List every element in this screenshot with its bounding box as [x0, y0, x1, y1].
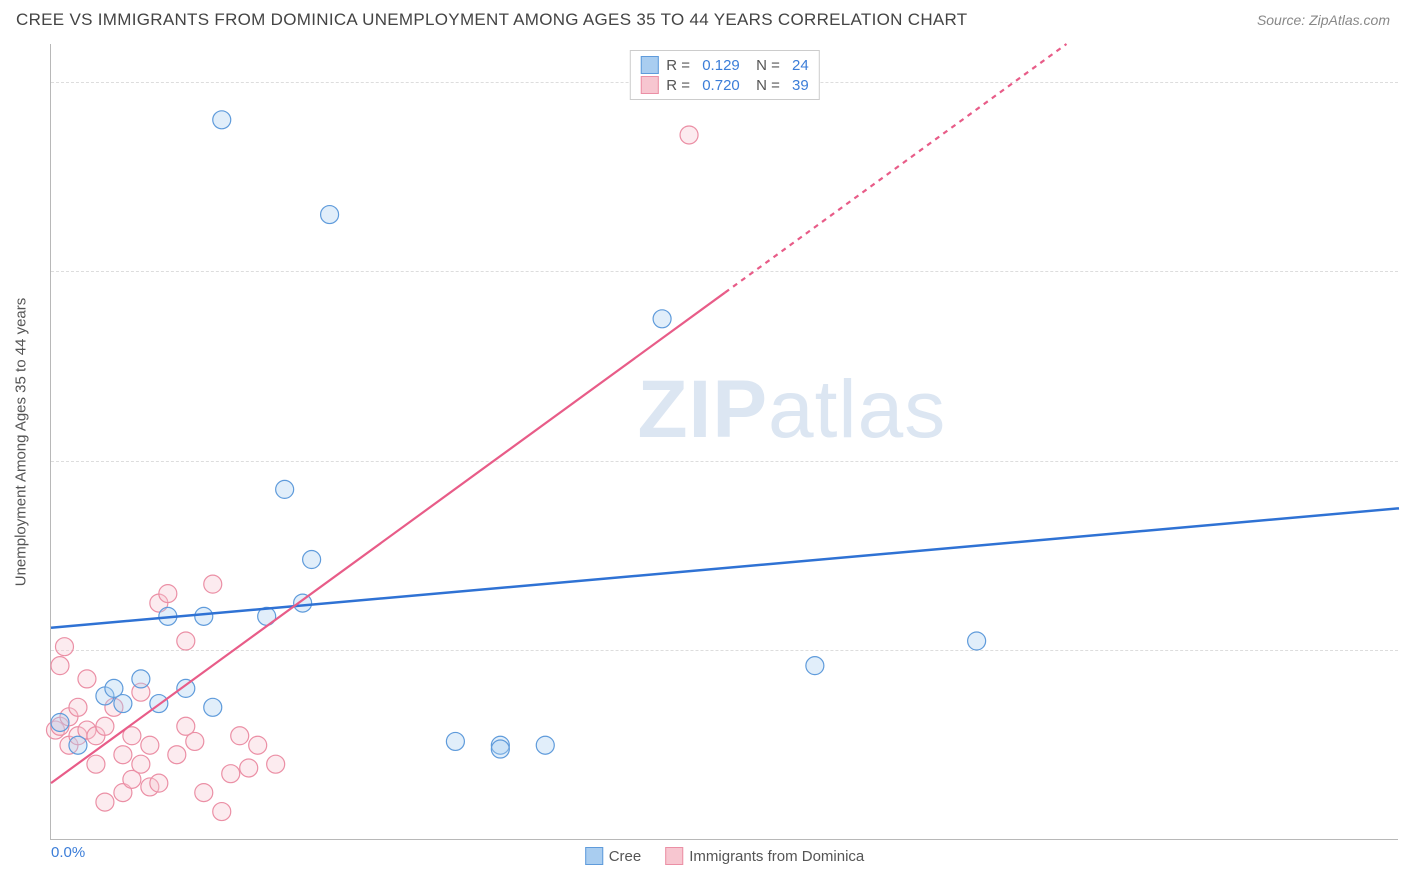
- dominica-point: [204, 575, 222, 593]
- dominica-point: [55, 638, 73, 656]
- cree-point: [69, 736, 87, 754]
- n-value-cree: 24: [792, 57, 809, 74]
- cree-point: [204, 698, 222, 716]
- dominica-point: [78, 670, 96, 688]
- legend-label-cree: Cree: [609, 848, 642, 865]
- dominica-point: [186, 732, 204, 750]
- cree-point: [195, 607, 213, 625]
- dominica-point: [159, 585, 177, 603]
- dominica-point: [87, 755, 105, 773]
- dominica-point: [96, 793, 114, 811]
- series-legend: Cree Immigrants from Dominica: [585, 847, 865, 865]
- legend-swatch-cree: [640, 56, 658, 74]
- cree-trendline: [51, 508, 1399, 627]
- legend-row-dominica: R = 0.720 N = 39: [640, 75, 808, 95]
- cree-point: [536, 736, 554, 754]
- cree-point: [132, 670, 150, 688]
- cree-point: [653, 310, 671, 328]
- dominica-point: [150, 774, 168, 792]
- cree-point: [491, 740, 509, 758]
- legend-row-cree: R = 0.129 N = 24: [640, 55, 808, 75]
- legend-swatch-cree-bottom: [585, 847, 603, 865]
- legend-item-cree: Cree: [585, 847, 642, 865]
- cree-point: [276, 480, 294, 498]
- x-tick-label: 0.0%: [51, 844, 85, 861]
- legend-label-dominica: Immigrants from Dominica: [689, 848, 864, 865]
- correlation-legend: R = 0.129 N = 24 R = 0.720 N = 39: [629, 50, 819, 100]
- dominica-point: [195, 784, 213, 802]
- dominica-point: [69, 698, 87, 716]
- dominica-point: [222, 765, 240, 783]
- r-value-dominica: 0.720: [702, 77, 740, 94]
- dominica-point: [51, 657, 69, 675]
- legend-item-dominica: Immigrants from Dominica: [665, 847, 864, 865]
- y-axis-title: Unemployment Among Ages 35 to 44 years: [13, 297, 30, 586]
- dominica-point: [213, 803, 231, 821]
- dominica-point: [267, 755, 285, 773]
- n-value-dominica: 39: [792, 77, 809, 94]
- dominica-point: [177, 632, 195, 650]
- cree-point: [446, 732, 464, 750]
- chart-area: ZIPatlas 10.0%20.0%30.0%40.0% Unemployme…: [50, 44, 1398, 840]
- dominica-point: [114, 746, 132, 764]
- legend-swatch-dominica-bottom: [665, 847, 683, 865]
- cree-point: [968, 632, 986, 650]
- legend-swatch-dominica: [640, 76, 658, 94]
- dominica-point: [240, 759, 258, 777]
- dominica-point: [132, 755, 150, 773]
- cree-point: [114, 695, 132, 713]
- dominica-point: [249, 736, 267, 754]
- scatter-plot: [51, 44, 1399, 840]
- dominica-point: [680, 126, 698, 144]
- cree-point: [321, 206, 339, 224]
- r-value-cree: 0.129: [702, 57, 740, 74]
- dominica-point: [231, 727, 249, 745]
- cree-point: [806, 657, 824, 675]
- cree-point: [213, 111, 231, 129]
- dominica-point: [168, 746, 186, 764]
- dominica-point: [141, 736, 159, 754]
- cree-point: [303, 551, 321, 569]
- cree-point: [51, 713, 69, 731]
- chart-title: CREE VS IMMIGRANTS FROM DOMINICA UNEMPLO…: [16, 10, 968, 30]
- dominica-trendline: [51, 293, 725, 784]
- dominica-point: [96, 717, 114, 735]
- source-attribution: Source: ZipAtlas.com: [1257, 12, 1390, 28]
- cree-point: [294, 594, 312, 612]
